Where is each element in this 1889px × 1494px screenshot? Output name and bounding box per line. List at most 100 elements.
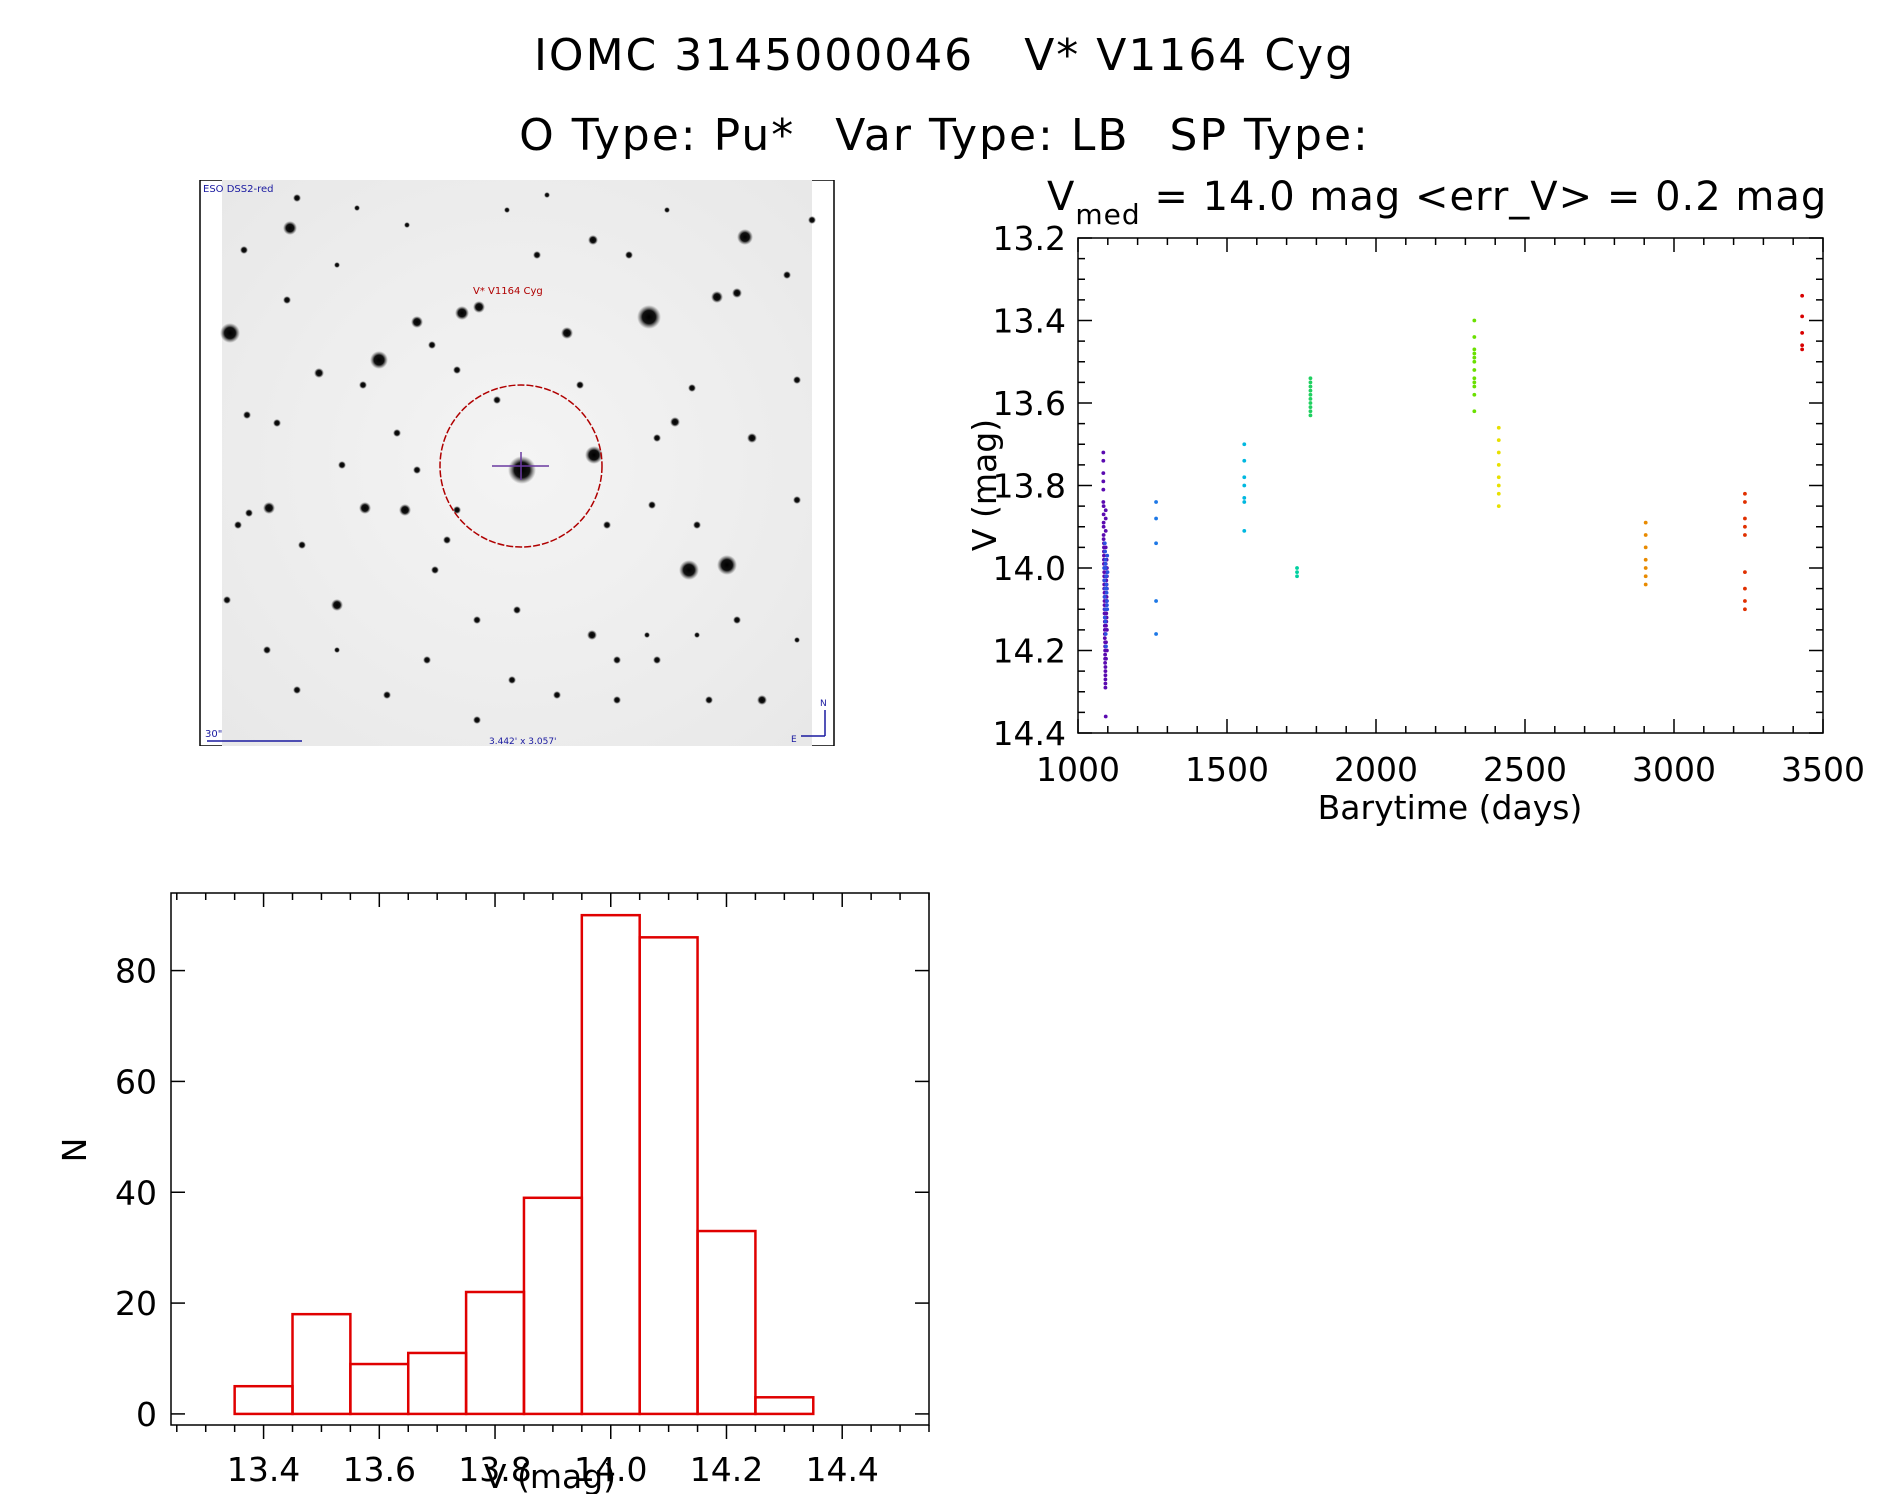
lc-point [1472,347,1477,352]
lc-point [1105,599,1109,603]
lc-point [1102,541,1107,546]
lc-y-axis-label: V (mag) [965,419,1004,551]
lc-point [1308,380,1313,385]
star [334,262,340,268]
lc-point [1154,541,1158,546]
star [711,291,723,303]
lc-point [1102,553,1106,558]
scale-label: 30" [205,729,222,740]
lc-point [1800,330,1805,335]
lc-point [1101,450,1106,455]
lc-point [1102,594,1107,599]
hist-x-tick-label: 14.4 [805,1450,878,1489]
lc-point [1101,458,1106,463]
lc-plot-frame [1077,237,1824,734]
hist-bar [696,1229,757,1416]
lc-point [1295,574,1299,579]
lc-ticks [1077,237,1824,734]
lc-point [1242,458,1247,463]
lc-point [1643,557,1648,562]
finder-bracket-right [812,180,835,746]
star [220,323,240,343]
star [411,316,423,328]
hist-bar [349,1362,410,1416]
spectral-type: SP Type: [1169,110,1370,161]
chart-title-line-2: O Type: Pu* Var Type: LB SP Type: [0,110,1889,161]
lc-point [1102,636,1107,641]
star [431,566,439,574]
lc-point [1472,380,1477,385]
star [473,616,481,624]
compass: N E [791,699,827,745]
star [513,606,521,614]
lc-point [1472,351,1477,356]
hist-y-tick-label: 40 [115,1173,157,1212]
star [263,502,275,514]
lc-point [1103,669,1108,674]
lc-y-tick-label: 14.2 [993,632,1066,671]
star [293,686,301,694]
lc-point [1103,607,1108,612]
lc-x-tick-label: 3500 [1781,750,1865,789]
hist-x-tick-labels: 13.4 13.6 13.8 14.0 14.2 14.4 [227,1450,879,1489]
lc-point [1242,528,1247,533]
hist-y-axis-label: N [55,1138,94,1163]
lc-point [1295,566,1299,570]
lc-point [1154,516,1158,521]
star [263,646,271,654]
star [747,433,757,443]
star [576,381,584,389]
lc-point [1496,425,1501,430]
fov-label: 3.442' x 3.057' [489,737,557,746]
lc-point [1242,442,1247,447]
star [653,656,661,664]
lc-point [1104,623,1108,628]
lc-point [1743,607,1747,612]
lc-point [1308,401,1313,405]
lc-point [1104,656,1108,661]
lc-point [1104,640,1108,645]
star [694,632,700,638]
lc-point [1643,545,1648,550]
star [585,446,603,464]
target-circle [439,384,603,548]
lc-point [1101,504,1106,509]
star [240,246,248,254]
star [693,521,701,529]
star [245,509,253,517]
star [533,251,541,259]
star [644,632,650,638]
lc-point [1308,392,1313,397]
lc-point [1101,512,1106,517]
lc-point [1308,413,1313,418]
lc-point [1743,586,1747,591]
lc-point [1496,504,1501,509]
lc-point [1103,673,1108,678]
lc-point [1643,574,1648,579]
star [679,560,699,580]
lc-point [1472,368,1477,372]
lc-point [1103,508,1108,513]
finder-image: ESO DSS2-red V* V1164 Cyg 30" 3.442' x 3… [197,180,837,746]
star [223,596,231,604]
lc-x-tick-label: 2000 [1334,750,1418,789]
star [359,502,371,514]
lc-y-tick-label: 14.0 [993,549,1066,588]
variability-type: Var Type: LB [835,110,1130,161]
lc-point [1496,475,1501,480]
lc-point [1103,528,1108,533]
star [793,376,801,384]
lc-point [1105,553,1110,558]
star [393,429,401,437]
lc-point [1103,516,1108,521]
star [331,599,343,611]
lc-point [1104,582,1109,587]
lc-point [1105,603,1109,608]
lc-point [1800,347,1805,352]
star [794,637,800,643]
lc-point [1643,582,1648,587]
lc-point [1643,566,1648,570]
hist-x-tick-label: 14.0 [574,1450,647,1489]
hist-y-tick-label: 0 [136,1395,157,1434]
lc-point [1103,652,1108,657]
